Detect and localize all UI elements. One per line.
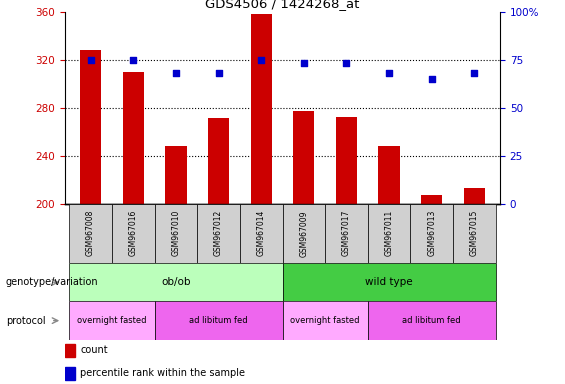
FancyBboxPatch shape <box>368 301 496 340</box>
FancyBboxPatch shape <box>325 204 368 263</box>
Point <box>257 56 266 63</box>
Bar <box>80 50 101 204</box>
FancyBboxPatch shape <box>282 263 496 301</box>
Point <box>427 76 436 82</box>
FancyBboxPatch shape <box>282 204 325 263</box>
Point <box>86 56 95 63</box>
Text: percentile rank within the sample: percentile rank within the sample <box>80 368 245 378</box>
Bar <box>208 118 229 204</box>
Text: ad libitum fed: ad libitum fed <box>189 316 248 325</box>
Text: GSM967013: GSM967013 <box>427 210 436 257</box>
Text: count: count <box>80 346 108 356</box>
Text: protocol: protocol <box>6 316 45 326</box>
Text: overnight fasted: overnight fasted <box>77 316 147 325</box>
Text: ad libitum fed: ad libitum fed <box>402 316 461 325</box>
Text: GSM967014: GSM967014 <box>257 210 266 257</box>
FancyBboxPatch shape <box>155 301 282 340</box>
Text: ob/ob: ob/ob <box>161 277 190 287</box>
Text: GSM967010: GSM967010 <box>171 210 180 257</box>
FancyBboxPatch shape <box>69 204 112 263</box>
Bar <box>336 117 357 204</box>
FancyBboxPatch shape <box>240 204 282 263</box>
Title: GDS4506 / 1424268_at: GDS4506 / 1424268_at <box>205 0 360 10</box>
Text: GSM967011: GSM967011 <box>385 210 394 257</box>
Text: wild type: wild type <box>366 277 413 287</box>
Point <box>385 70 394 76</box>
FancyBboxPatch shape <box>453 204 496 263</box>
Bar <box>65 367 75 379</box>
Text: genotype/variation: genotype/variation <box>6 277 98 287</box>
Bar <box>123 71 144 204</box>
Text: GSM967017: GSM967017 <box>342 210 351 257</box>
Bar <box>250 14 272 204</box>
Point <box>299 60 308 66</box>
Bar <box>421 195 442 204</box>
FancyBboxPatch shape <box>155 204 197 263</box>
Bar <box>379 146 400 204</box>
Text: GSM967016: GSM967016 <box>129 210 138 257</box>
Text: GSM967008: GSM967008 <box>86 210 95 257</box>
Bar <box>165 146 186 204</box>
FancyBboxPatch shape <box>282 301 368 340</box>
FancyBboxPatch shape <box>368 204 410 263</box>
Bar <box>293 111 315 204</box>
Bar <box>65 344 75 357</box>
Point <box>342 60 351 66</box>
FancyBboxPatch shape <box>197 204 240 263</box>
Point <box>129 56 138 63</box>
Point <box>171 70 180 76</box>
FancyBboxPatch shape <box>69 301 155 340</box>
FancyBboxPatch shape <box>410 204 453 263</box>
Text: GSM967015: GSM967015 <box>470 210 479 257</box>
FancyBboxPatch shape <box>112 204 155 263</box>
Bar <box>464 188 485 204</box>
Point <box>470 70 479 76</box>
FancyBboxPatch shape <box>69 263 282 301</box>
Text: GSM967009: GSM967009 <box>299 210 308 257</box>
Point <box>214 70 223 76</box>
Text: overnight fasted: overnight fasted <box>290 316 360 325</box>
Text: GSM967012: GSM967012 <box>214 210 223 257</box>
